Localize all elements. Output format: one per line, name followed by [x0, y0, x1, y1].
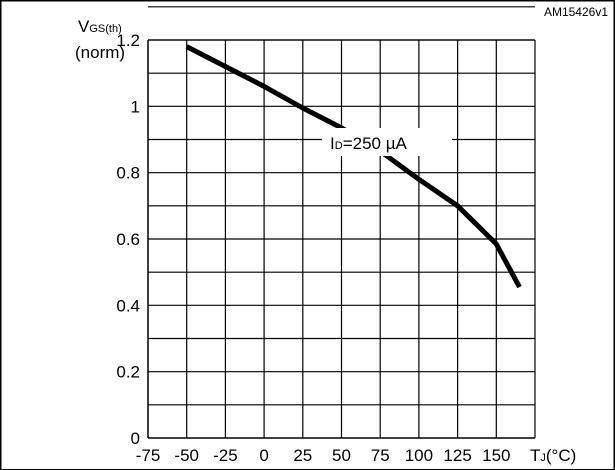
x-tick-label: 150: [482, 446, 510, 465]
y-axis-unit: (norm): [75, 43, 125, 62]
y-tick-label: 0: [131, 429, 140, 448]
x-tick-label: -75: [136, 446, 161, 465]
x-tick-label: 50: [332, 446, 351, 465]
tick-labels: 0 0.2 0.4 0.6 0.8 1 1.2 -75 -50 -25 0 25 50 75 100 125 1…: [116, 31, 510, 465]
x-tick-label: -25: [213, 446, 238, 465]
x-tick-label: 75: [371, 446, 390, 465]
annotation-sub: D: [335, 140, 343, 152]
y-tick-label: 1: [131, 97, 140, 116]
x-tick-label: 0: [259, 446, 268, 465]
annotation-value: =250 µA: [343, 134, 408, 153]
x-axis-title-main: T: [530, 446, 540, 465]
y-tick-label: 1.2: [116, 31, 140, 50]
axes: [147, 40, 535, 439]
grid: [148, 6, 536, 438]
y-axis-title: VGS(th): [78, 17, 122, 36]
x-tick-label: 100: [405, 446, 433, 465]
x-tick-label: 25: [293, 446, 312, 465]
y-tick-label: 0.2: [116, 363, 140, 382]
annotation-main: I: [330, 134, 335, 153]
annotation-label: ID=250 µA: [330, 134, 407, 153]
figure-id: AM15426v1: [544, 5, 608, 19]
x-axis-title-unit: (°C): [546, 446, 576, 465]
annotation-backdrop: [322, 128, 452, 156]
y-axis-title-sub: GS(th): [89, 23, 121, 35]
x-axis-title-sub: J: [540, 452, 546, 464]
x-tick-label: -50: [174, 446, 199, 465]
y-tick-label: 0.4: [116, 296, 140, 315]
y-tick-label: 0.8: [116, 164, 140, 183]
x-tick-label: 125: [443, 446, 471, 465]
x-axis-title: TJ(°C): [530, 446, 576, 465]
y-tick-label: 0.6: [116, 230, 140, 249]
y-axis-title-main: V: [78, 17, 90, 36]
